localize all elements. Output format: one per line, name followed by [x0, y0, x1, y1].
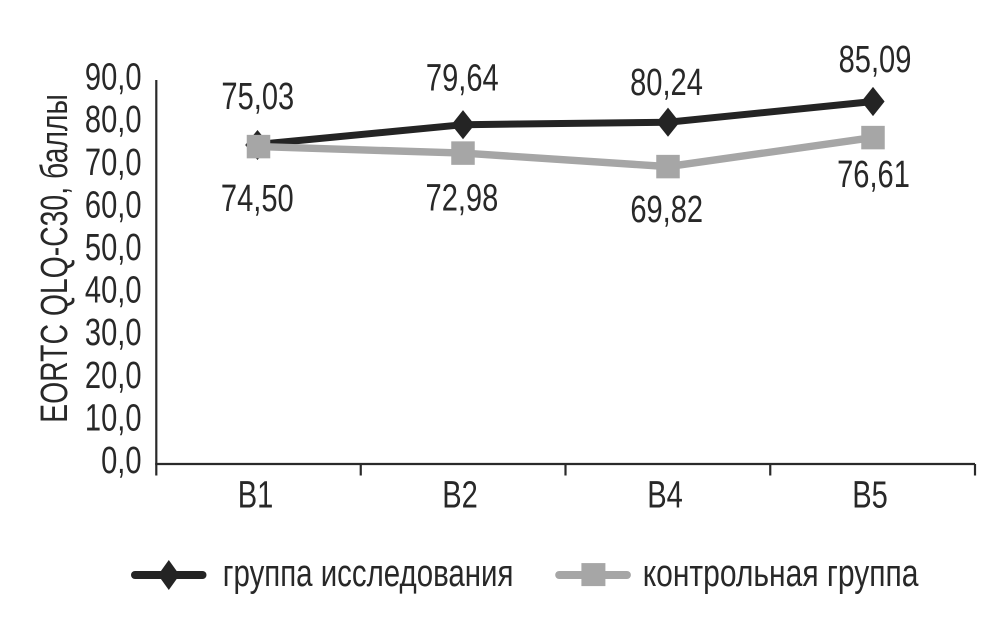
svg-text:90,0: 90,0: [85, 56, 142, 99]
svg-text:69,82: 69,82: [630, 188, 703, 231]
svg-text:В2: В2: [442, 474, 478, 517]
svg-text:В1: В1: [238, 474, 274, 517]
svg-text:80,0: 80,0: [85, 99, 142, 142]
svg-text:85,09: 85,09: [839, 38, 912, 81]
svg-text:72,98: 72,98: [426, 177, 499, 220]
svg-text:В5: В5: [852, 474, 888, 517]
svg-text:74,50: 74,50: [221, 177, 294, 220]
svg-text:75,03: 75,03: [221, 75, 294, 118]
svg-text:70,0: 70,0: [85, 141, 142, 184]
svg-text:30,0: 30,0: [85, 312, 142, 355]
svg-text:60,0: 60,0: [85, 184, 142, 227]
svg-text:76,61: 76,61: [837, 153, 910, 196]
svg-text:40,0: 40,0: [85, 269, 142, 312]
svg-text:20,0: 20,0: [85, 354, 142, 397]
svg-text:50,0: 50,0: [85, 226, 142, 269]
svg-text:В4: В4: [647, 474, 683, 517]
svg-text:EORTC QLQ-C30, баллы: EORTC QLQ-C30, баллы: [34, 94, 76, 423]
svg-text:79,64: 79,64: [426, 57, 499, 100]
svg-text:10,0: 10,0: [85, 397, 142, 440]
svg-text:0,0: 0,0: [101, 439, 141, 482]
svg-text:контрольная группа: контрольная группа: [643, 553, 920, 595]
svg-text:группа исследования: группа исследования: [223, 552, 514, 594]
svg-text:80,24: 80,24: [630, 61, 703, 104]
